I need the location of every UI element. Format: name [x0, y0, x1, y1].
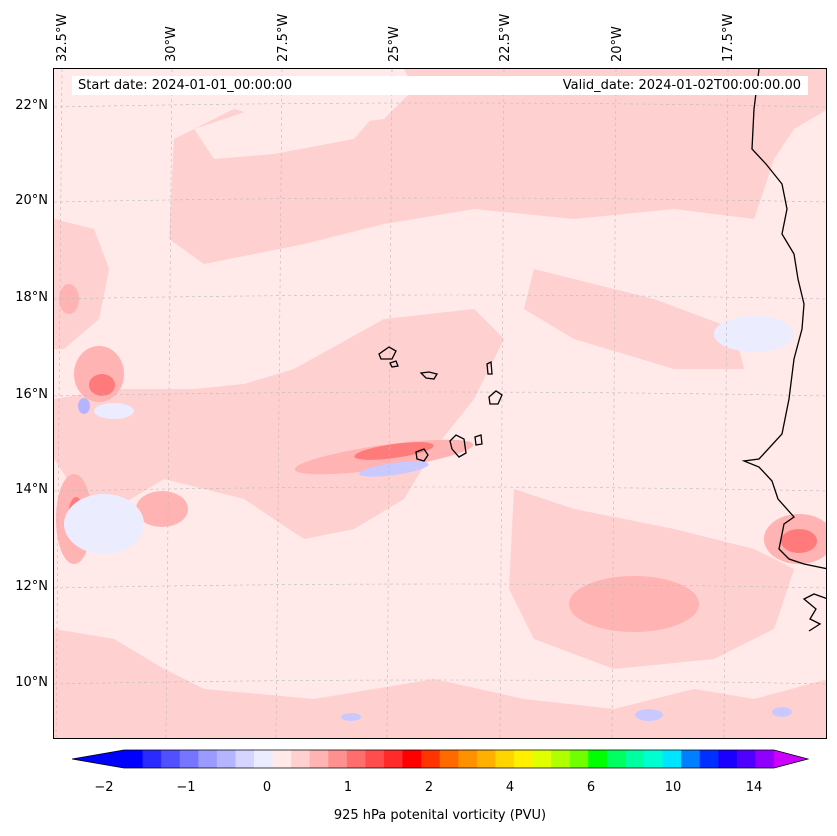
latitude-label: 12°N	[15, 579, 48, 594]
africa-coastline	[741, 69, 826, 570]
gridlines	[54, 69, 826, 738]
colorbar-tick-label: 10	[664, 780, 682, 795]
contour-fill	[54, 219, 109, 349]
latitude-label: 14°N	[15, 482, 48, 497]
colorbar-segment	[309, 750, 329, 768]
colorbar-segment	[179, 750, 199, 768]
longitude-label: 22.5°W	[498, 13, 513, 62]
cape-verde-island	[488, 390, 503, 405]
contour-fill	[136, 491, 188, 527]
cape-verde-island	[486, 360, 493, 375]
colorbar-segment	[476, 750, 496, 768]
cape-verde-island	[415, 448, 429, 462]
colorbar-segment	[198, 750, 218, 768]
start-date-banner: Start date: 2024-01-01_00:00:00	[72, 76, 492, 95]
contour-fill	[569, 576, 699, 632]
latitude-label: 18°N	[15, 290, 48, 305]
colorbar-segment	[699, 750, 719, 768]
contour-fill	[359, 461, 429, 477]
colorbar-segment	[755, 750, 775, 768]
colorbar-segment	[254, 750, 274, 768]
colorbar-segment	[161, 750, 181, 768]
colorbar-segment	[235, 750, 255, 768]
contour-fill	[635, 709, 663, 721]
contour-fill	[64, 494, 144, 554]
contour-fill	[524, 269, 744, 369]
colorbar-segment	[718, 750, 738, 768]
latitude-label: 10°N	[15, 675, 48, 690]
colorbar-segment	[514, 750, 534, 768]
cape-verde-island	[389, 360, 399, 368]
colorbar-segment	[421, 750, 441, 768]
longitude-label: 20°W	[610, 26, 625, 62]
colorbar-tick-label: 0	[262, 780, 272, 795]
colorbar-extend-left	[72, 750, 124, 768]
colorbar-segment	[439, 750, 459, 768]
colorbar-segment	[625, 750, 645, 768]
cape-verde-island	[449, 434, 467, 458]
latitude-label: 20°N	[15, 193, 48, 208]
colorbar-segment	[644, 750, 664, 768]
colorbar-segment	[495, 750, 515, 768]
colorbar-tick-label: 2	[424, 780, 434, 795]
vorticity-field-map	[54, 69, 826, 738]
latitude-label: 22°N	[15, 98, 48, 113]
contour-fill	[194, 89, 384, 159]
colorbar-tick-label: 4	[505, 780, 515, 795]
colorbar-segment	[272, 750, 292, 768]
colorbar-segment	[328, 750, 348, 768]
colorbar-segment	[216, 750, 236, 768]
contour-fill	[59, 284, 79, 314]
colorbar-segment	[291, 750, 311, 768]
colorbar-title: 925 hPa potenital vorticity (PVU)	[333, 808, 547, 823]
africa-coastline	[802, 593, 826, 632]
colorbar-segment	[142, 750, 162, 768]
contour-fill	[781, 529, 817, 553]
coastlines	[378, 69, 826, 632]
colorbar-tick-label: 14	[745, 780, 763, 795]
colorbar-segment	[384, 750, 404, 768]
vorticity-contours	[54, 69, 826, 738]
colorbar-tick-label: 1	[343, 780, 353, 795]
colorbar-segment	[551, 750, 571, 768]
colorbar	[72, 749, 810, 769]
contour-fill	[772, 707, 792, 717]
contour-fill	[54, 69, 826, 264]
latitude-label: 16°N	[15, 387, 48, 402]
colorbar-segment	[681, 750, 701, 768]
colorbar-extend-right	[774, 750, 808, 768]
longitude-label: 17.5°W	[721, 13, 736, 62]
colorbar-tick-label: 6	[586, 780, 596, 795]
colorbar-tick-label: −1	[176, 780, 196, 795]
longitude-label: 32.5°W	[55, 13, 70, 62]
colorbar-segment	[365, 750, 385, 768]
contour-fill	[94, 403, 134, 419]
cape-verde-island	[378, 346, 397, 360]
contour-fill	[714, 316, 794, 352]
contour-fill	[78, 398, 90, 414]
colorbar-tick-label: −2	[94, 780, 114, 795]
cape-verde-island	[419, 371, 439, 380]
colorbar-segment	[458, 750, 478, 768]
colorbar-segment	[736, 750, 756, 768]
cape-verde-island	[474, 434, 483, 446]
contour-fill	[89, 374, 115, 396]
colorbar-segment	[124, 750, 144, 768]
colorbar-segment	[662, 750, 682, 768]
contour-fill	[354, 442, 434, 460]
longitude-label: 30°W	[164, 26, 179, 62]
longitude-label: 27.5°W	[276, 13, 291, 62]
map-panel	[53, 68, 827, 739]
colorbar-segment	[532, 750, 552, 768]
colorbar-segment	[569, 750, 589, 768]
contour-fill	[341, 713, 361, 721]
colorbar-segment	[588, 750, 608, 768]
colorbar-segment	[606, 750, 626, 768]
contour-fill	[54, 629, 826, 738]
valid-date-banner: Valid_date: 2024-01-02T00:00:00.00	[492, 76, 808, 95]
colorbar-outline	[72, 749, 810, 769]
colorbar-segment	[346, 750, 366, 768]
colorbar-segment	[402, 750, 422, 768]
longitude-label: 25°W	[387, 26, 402, 62]
